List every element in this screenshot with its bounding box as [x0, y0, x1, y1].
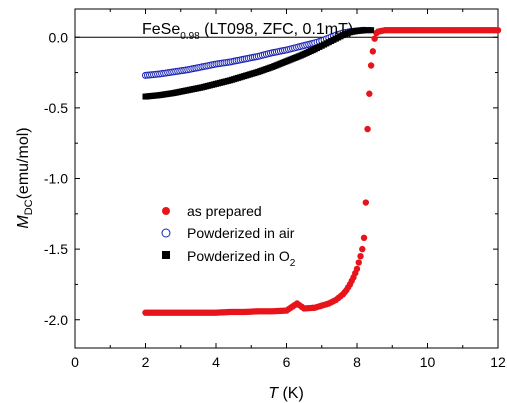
legend-o2-base: Powderized in O [187, 248, 290, 264]
data-point [494, 26, 502, 34]
title-base: FeSe [142, 21, 180, 38]
x-tick-label: 6 [283, 354, 291, 370]
data-point [359, 245, 366, 253]
axis-ticks [74, 9, 499, 348]
legend: as prepared Powderized in air Powderized… [161, 203, 296, 269]
data-point [355, 259, 362, 266]
title-subscript: 0.98 [180, 31, 200, 42]
legend-o2-subscript: 2 [290, 258, 296, 269]
series-2 [142, 27, 375, 100]
x-axis-variable: T [268, 385, 279, 402]
legend-label-as-prepared: as prepared [187, 203, 262, 219]
x-tick-label: 8 [353, 354, 361, 370]
y-tick-label: 0.0 [49, 29, 69, 45]
x-tick-label: 10 [420, 354, 436, 370]
series-0 [142, 26, 502, 316]
title-rest: (LT098, ZFC, 0.1mT) [200, 21, 354, 38]
y-axis-unit: (emu/mol) [15, 127, 32, 199]
data-point [366, 90, 373, 97]
data-points [142, 26, 502, 316]
y-tick-label: -0.5 [44, 100, 68, 116]
y-tick-label: -2.0 [44, 312, 68, 328]
y-tick-label: -1.0 [44, 171, 68, 187]
data-point [371, 35, 378, 42]
legend-marker-powderized-o2 [162, 251, 170, 259]
y-axis-subscript: DC [23, 199, 35, 215]
x-axis-unit: (K) [278, 385, 304, 402]
tick-labels: 0 2 4 6 8 10 12 -2.0 -1.5 -1.0 -0.5 0.0 [44, 29, 506, 370]
x-tick-label: 0 [71, 354, 79, 370]
data-point [362, 199, 370, 206]
chart-title: FeSe0.98 (LT098, ZFC, 0.1mT) [142, 21, 353, 42]
x-tick-label: 12 [490, 354, 506, 370]
legend-marker-as-prepared [162, 207, 170, 215]
data-point [360, 234, 368, 242]
legend-label-powderized-air: Powderized in air [187, 225, 295, 241]
y-tick-label: -1.5 [44, 241, 68, 257]
data-point [367, 62, 375, 69]
data-point [369, 48, 377, 55]
x-axis-label: T (K) [268, 385, 304, 402]
y-axis-variable: M [15, 215, 32, 229]
data-point [357, 252, 364, 260]
data-point [353, 265, 361, 273]
data-point [364, 125, 371, 133]
x-tick-label: 2 [142, 354, 150, 370]
legend-marker-powderized-air [161, 228, 171, 238]
x-tick-label: 4 [212, 354, 220, 370]
y-axis-label: MDC(emu/mol) [15, 127, 35, 228]
legend-label-powderized-o2: Powderized in O2 [187, 248, 296, 269]
data-point [368, 27, 375, 34]
